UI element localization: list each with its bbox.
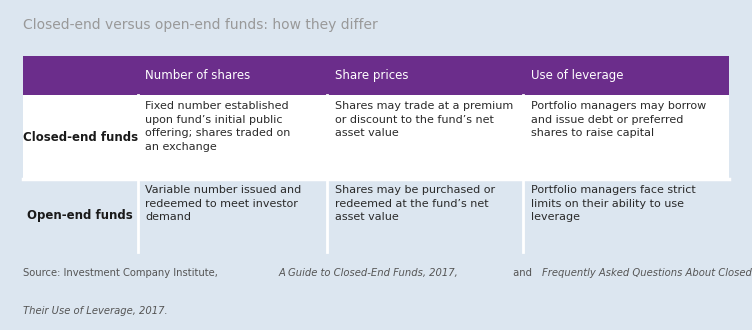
Bar (138, 179, 327, 252)
Bar (138, 56, 327, 95)
Text: Source: Investment Company Institute,: Source: Investment Company Institute, (23, 268, 220, 278)
Text: Their Use of Leverage, 2017.: Their Use of Leverage, 2017. (23, 306, 167, 316)
Text: Share prices: Share prices (335, 69, 408, 82)
Text: Open-end funds: Open-end funds (27, 209, 133, 222)
Text: and: and (510, 268, 535, 278)
Bar (523, 179, 729, 252)
Bar (138, 95, 327, 179)
Text: Portfolio managers face strict
limits on their ability to use
leverage: Portfolio managers face strict limits on… (531, 185, 696, 222)
Text: Closed-end versus open-end funds: how they differ: Closed-end versus open-end funds: how th… (23, 18, 378, 32)
Text: Variable number issued and
redeemed to meet investor
demand: Variable number issued and redeemed to m… (145, 185, 302, 222)
Bar (23, 179, 138, 252)
Bar (23, 95, 138, 179)
Text: Fixed number established
upon fund’s initial public
offering; shares traded on
a: Fixed number established upon fund’s ini… (145, 101, 291, 152)
Text: A Guide to Closed-End Funds, 2017,: A Guide to Closed-End Funds, 2017, (278, 268, 458, 278)
Bar (327, 179, 523, 252)
Text: Shares may trade at a premium
or discount to the fund’s net
asset value: Shares may trade at a premium or discoun… (335, 101, 513, 138)
Text: Use of leverage: Use of leverage (531, 69, 623, 82)
Text: Number of shares: Number of shares (145, 69, 250, 82)
Bar (523, 95, 729, 179)
Bar (523, 56, 729, 95)
Text: Shares may be purchased or
redeemed at the fund’s net
asset value: Shares may be purchased or redeemed at t… (335, 185, 495, 222)
Text: Closed-end funds: Closed-end funds (23, 131, 138, 144)
Bar (327, 95, 523, 179)
Bar (327, 56, 523, 95)
Bar (23, 56, 138, 95)
Text: Portfolio managers may borrow
and issue debt or preferred
shares to raise capita: Portfolio managers may borrow and issue … (531, 101, 706, 138)
Text: Frequently Asked Questions About Closed-End Funds and: Frequently Asked Questions About Closed-… (542, 268, 752, 278)
